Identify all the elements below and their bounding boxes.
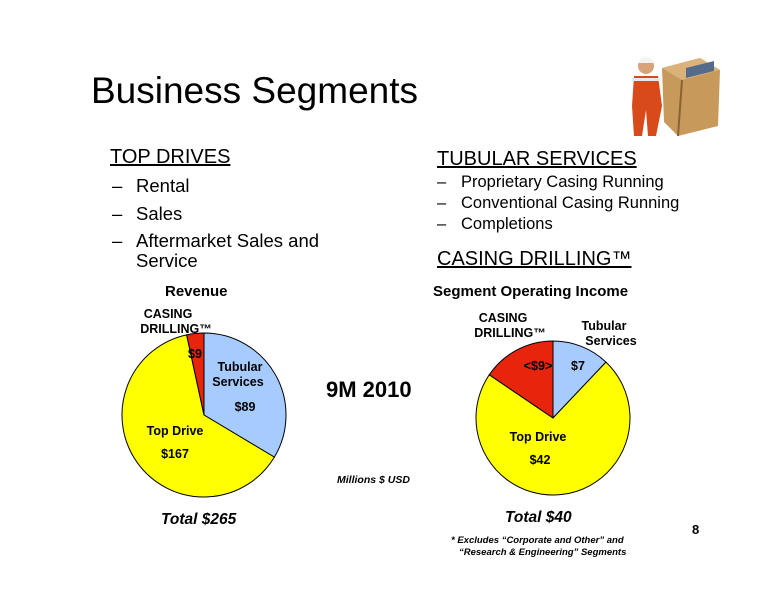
pie-value-tubular-services: $7 bbox=[571, 359, 585, 373]
pie-value-top-drive: $167 bbox=[161, 447, 189, 461]
list-item: – Sales bbox=[112, 203, 183, 224]
pie-slice-top-drive bbox=[475, 361, 631, 496]
revenue-pie bbox=[121, 332, 287, 498]
pie-slice-casing-drilling bbox=[186, 332, 205, 416]
list-item: – Conventional Casing Running bbox=[437, 194, 680, 212]
pie-value-tubular-services: $89 bbox=[235, 400, 256, 414]
pie-label-top-drive: Top Drive bbox=[147, 424, 204, 438]
list-item: – Rental bbox=[112, 175, 190, 196]
slide-title: Business Segments bbox=[91, 70, 419, 111]
worker-helmet bbox=[637, 57, 655, 63]
pie-label-top-drive: Top Drive bbox=[510, 430, 567, 444]
worker-crate-image bbox=[632, 57, 720, 137]
pie-value-casing-drilling: <$9> bbox=[524, 359, 553, 373]
worker-coveralls bbox=[632, 76, 662, 136]
operating-income-pie bbox=[475, 340, 631, 496]
tubular-services-heading: TUBULAR SERVICES bbox=[437, 148, 637, 170]
income-total: Total $40 bbox=[505, 509, 572, 526]
footnote-line: * Excludes “Corporate and Other” and bbox=[451, 535, 624, 546]
crate-shape bbox=[662, 58, 720, 136]
period-label: 9M 2010 bbox=[326, 377, 412, 402]
pie-slice-tubular-services bbox=[203, 332, 287, 458]
revenue-chart-title: Revenue bbox=[165, 283, 228, 300]
pie-value-casing-drilling: $9 bbox=[188, 347, 202, 361]
crate-label bbox=[686, 61, 714, 79]
top-drives-heading: TOP DRIVES bbox=[110, 146, 231, 168]
page-number: 8 bbox=[692, 522, 700, 537]
footnote: * Excludes “Corporate and Other” and “Re… bbox=[451, 535, 626, 559]
revenue-total: Total $265 bbox=[161, 511, 237, 528]
pie-label-casing-drilling: CASING DRILLING™ bbox=[474, 311, 546, 340]
pie-label-casing-drilling: CASING DRILLING™ bbox=[140, 307, 212, 336]
list-item: – Aftermarket Sales and bbox=[112, 230, 320, 251]
casing-drilling-heading: CASING DRILLING™ bbox=[437, 248, 632, 270]
pie-slice-top-drive bbox=[121, 334, 276, 498]
pie-label-tubular-services: Tubular Services bbox=[212, 360, 263, 389]
pie-slice-casing-drilling bbox=[488, 340, 554, 419]
units-note: Millions $ USD bbox=[337, 474, 410, 486]
worker-stripe bbox=[632, 78, 660, 81]
pie-value-top-drive: $42 bbox=[530, 453, 551, 467]
list-item-continuation: Service bbox=[136, 250, 198, 271]
footnote-line: “Research & Engineering” Segments bbox=[459, 547, 627, 558]
list-item: – Completions bbox=[437, 215, 553, 233]
crate-edge bbox=[677, 79, 683, 137]
pie-label-tubular-services: Tubular Services bbox=[582, 319, 637, 348]
list-item: – Proprietary Casing Running bbox=[437, 173, 664, 191]
income-chart-title: Segment Operating Income bbox=[433, 283, 629, 300]
